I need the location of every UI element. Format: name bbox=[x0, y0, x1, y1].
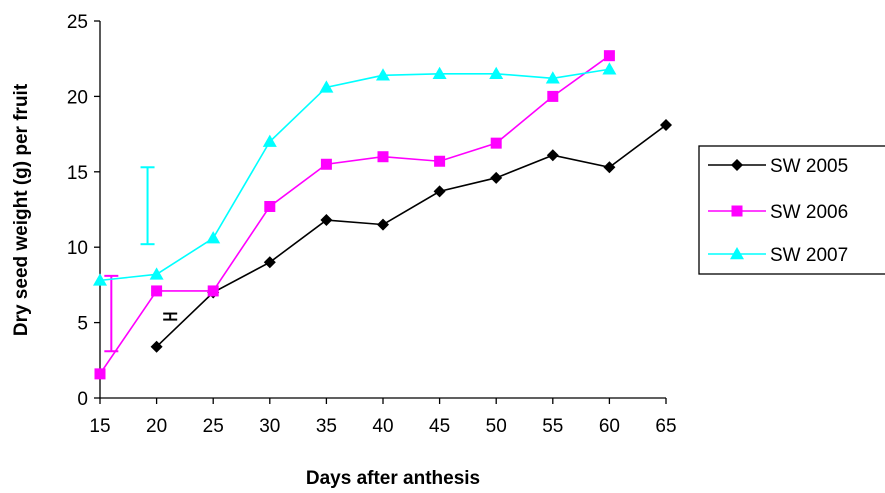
y-tick-label: 25 bbox=[67, 12, 88, 33]
data-point bbox=[433, 185, 446, 198]
legend-entry: SW 2006 bbox=[770, 202, 848, 223]
data-point bbox=[489, 66, 504, 80]
x-axis-title: Days after anthesis bbox=[306, 468, 480, 489]
data-point bbox=[149, 267, 164, 280]
y-tick-label: 15 bbox=[67, 163, 88, 184]
legend-marker bbox=[730, 247, 744, 260]
data-point bbox=[264, 200, 276, 212]
x-tick-label: 50 bbox=[486, 416, 507, 437]
data-point bbox=[150, 340, 163, 353]
data-point bbox=[93, 273, 107, 286]
data-point bbox=[320, 158, 332, 170]
data-point bbox=[490, 137, 502, 149]
x-tick-label: 40 bbox=[372, 416, 393, 437]
y-tick-label: 5 bbox=[77, 314, 88, 335]
x-tick-label: 30 bbox=[259, 416, 280, 437]
data-point bbox=[546, 149, 559, 162]
data-point bbox=[94, 368, 106, 380]
error-bar bbox=[104, 274, 119, 353]
y-tick-label: 10 bbox=[67, 238, 88, 259]
x-tick-label: 45 bbox=[429, 416, 450, 437]
data-point bbox=[602, 62, 617, 75]
series-line bbox=[99, 68, 610, 282]
error-bar bbox=[163, 312, 178, 321]
data-point bbox=[660, 119, 672, 132]
legend-entry: SW 2005 bbox=[770, 156, 848, 177]
data-point bbox=[603, 50, 615, 62]
x-tick-label: 65 bbox=[655, 416, 676, 437]
data-point bbox=[206, 231, 221, 244]
error-bar bbox=[140, 166, 155, 246]
series-sw-2007 bbox=[93, 62, 617, 286]
axes: 0 5 10 15 20 25 15 20 25 30 35 40 45 50 55 60 65 bbox=[67, 12, 677, 437]
data-point bbox=[376, 68, 390, 81]
data-point bbox=[377, 151, 389, 163]
x-tick-label: 35 bbox=[316, 416, 337, 437]
data-point bbox=[432, 66, 447, 80]
data-point bbox=[545, 71, 560, 84]
data-point bbox=[262, 134, 277, 147]
y-tick-label: 20 bbox=[67, 87, 88, 108]
series-line bbox=[99, 55, 610, 375]
x-tick-label: 15 bbox=[89, 416, 110, 437]
data-point bbox=[547, 90, 559, 102]
error-bars bbox=[104, 166, 178, 353]
y-axis-title: Dry seed weight (g) per fruit bbox=[11, 83, 32, 336]
x-tick-label: 20 bbox=[146, 416, 167, 437]
data-point bbox=[434, 155, 446, 167]
x-tick-label: 60 bbox=[599, 416, 620, 437]
legend-entry: SW 2007 bbox=[770, 245, 848, 266]
x-tick-label: 55 bbox=[542, 416, 563, 437]
y-tick-label: 0 bbox=[77, 389, 88, 410]
series-group bbox=[93, 50, 672, 380]
data-point bbox=[207, 285, 219, 297]
data-point bbox=[263, 256, 276, 269]
data-point bbox=[320, 214, 333, 227]
legend-marker bbox=[731, 159, 743, 171]
legend-box bbox=[698, 145, 885, 275]
legend-marker bbox=[731, 205, 743, 217]
x-tick-label: 25 bbox=[203, 416, 224, 437]
series-sw-2006 bbox=[94, 50, 615, 380]
data-point bbox=[151, 285, 163, 297]
legend: SW 2005 SW 2006 SW 2007 bbox=[698, 145, 885, 275]
series-line bbox=[156, 124, 667, 348]
series-sw-2005 bbox=[150, 119, 672, 353]
data-point bbox=[319, 80, 334, 93]
data-point bbox=[490, 171, 503, 184]
data-point bbox=[377, 218, 389, 231]
data-point bbox=[603, 161, 616, 174]
